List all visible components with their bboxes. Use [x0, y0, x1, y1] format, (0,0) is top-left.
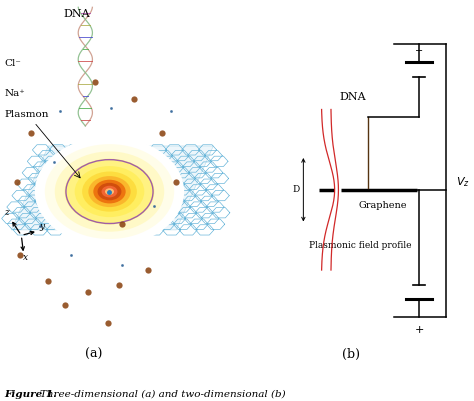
Text: z: z [4, 208, 9, 217]
Ellipse shape [101, 186, 118, 197]
Ellipse shape [93, 180, 126, 203]
Text: Plasmon: Plasmon [4, 110, 49, 119]
Ellipse shape [55, 152, 164, 232]
Text: (a): (a) [85, 348, 102, 361]
Ellipse shape [98, 183, 121, 200]
Polygon shape [11, 146, 213, 230]
Text: Plasmonic field profile: Plasmonic field profile [309, 241, 411, 250]
Text: Figure 1.: Figure 1. [5, 390, 57, 399]
Ellipse shape [105, 188, 114, 195]
Text: x: x [23, 253, 28, 262]
Ellipse shape [88, 176, 131, 207]
Text: −: − [415, 47, 423, 56]
Text: D: D [292, 185, 300, 194]
Ellipse shape [75, 166, 144, 217]
Text: DNA: DNA [64, 9, 90, 19]
Text: $V_z$: $V_z$ [456, 176, 470, 189]
Ellipse shape [64, 159, 155, 225]
Ellipse shape [82, 172, 137, 212]
Text: (b): (b) [342, 348, 360, 361]
Text: +: + [414, 325, 424, 335]
Text: Cl⁻: Cl⁻ [4, 59, 21, 68]
Text: Three-dimensional (a) and two-dimensional (b): Three-dimensional (a) and two-dimensiona… [40, 390, 286, 399]
Ellipse shape [35, 137, 184, 246]
Ellipse shape [45, 144, 174, 239]
Text: y: y [39, 222, 45, 231]
Text: DNA: DNA [339, 92, 366, 102]
Text: Graphene: Graphene [359, 200, 407, 210]
Text: Na⁺: Na⁺ [4, 89, 25, 97]
